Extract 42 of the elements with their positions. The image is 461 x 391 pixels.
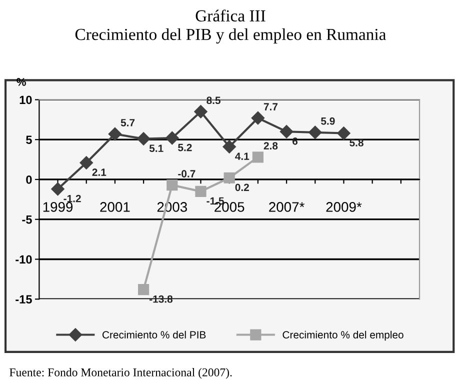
data-label: -1.2 <box>64 194 81 202</box>
y-tick-label: 10 <box>20 96 32 104</box>
x-tick-label: 2009* <box>326 202 362 212</box>
point <box>51 182 64 196</box>
data-label: 7.7 <box>264 103 278 110</box>
point <box>108 127 122 141</box>
point <box>136 132 150 146</box>
data-label: 2.8 <box>264 142 278 150</box>
point <box>222 140 236 154</box>
chart-title: Gráfica III Crecimiento del PIB y del empleo en Rumania <box>75 10 386 44</box>
data-label: 5.1 <box>149 144 164 152</box>
source-note: Fuente: Fondo Monetario Internacional (2007). <box>10 368 232 379</box>
point <box>251 111 265 125</box>
data-label: 5.2 <box>178 144 192 152</box>
point <box>166 131 179 145</box>
legend-label: Crecimiento % del empleo <box>282 330 404 341</box>
point <box>308 126 322 139</box>
point <box>224 172 235 184</box>
point <box>194 105 208 118</box>
x-tick-label: 2001 <box>100 202 130 212</box>
data-label: 5.7 <box>120 119 135 126</box>
x-tick-label: 1999 <box>43 202 73 212</box>
point <box>252 152 264 163</box>
point <box>337 126 350 140</box>
y-tick-label: 0 <box>26 176 32 184</box>
data-label: 0.2 <box>235 184 249 192</box>
data-label: 5.8 <box>350 139 364 146</box>
data-label: 4.1 <box>235 152 250 160</box>
y-tick-label: -5 <box>22 216 32 224</box>
point <box>166 179 178 191</box>
data-label: -0.7 <box>178 170 196 178</box>
point <box>280 125 294 138</box>
point <box>195 186 206 197</box>
x-tick-label: 2007* <box>269 202 304 212</box>
point <box>138 284 150 296</box>
data-label: 2.1 <box>92 168 106 176</box>
point <box>80 156 93 170</box>
y-tick-label: 5 <box>26 136 32 144</box>
y-tick-label: -10 <box>16 255 32 264</box>
data-label: 5.9 <box>321 117 335 125</box>
y-tick-label: -15 <box>16 295 32 304</box>
legend-label: Crecimiento % del PIB <box>102 330 206 339</box>
